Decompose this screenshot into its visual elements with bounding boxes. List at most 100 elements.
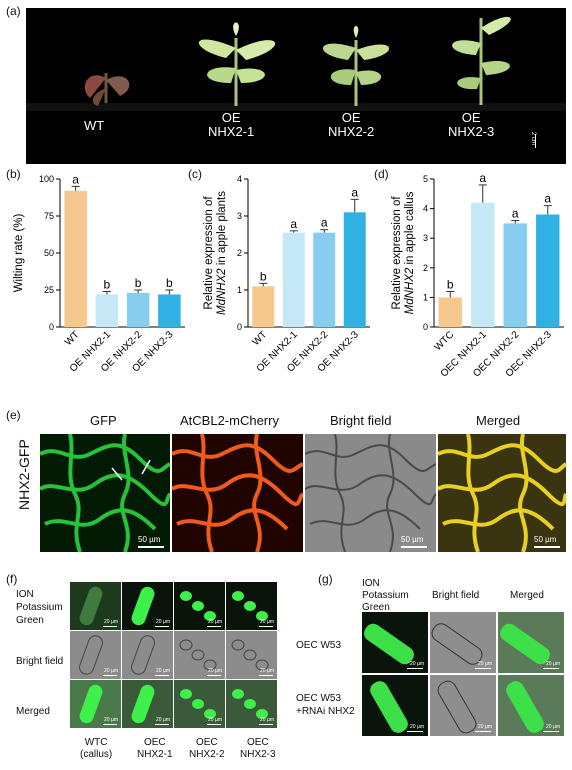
scale-bar	[475, 731, 491, 732]
y-axis-label: MdNHX2 in apple callus	[404, 191, 416, 314]
cell-shape	[179, 639, 217, 671]
panel-f-cell: 20 µm	[226, 582, 277, 630]
col-label-f-oec2: OEC NHX2-2	[189, 737, 225, 760]
scale-bar	[543, 731, 559, 732]
panel-f-cell: 20 µm	[70, 631, 121, 679]
x-tick-label: WTC	[432, 329, 456, 353]
scale-bar	[543, 668, 559, 669]
scale-label: 20 µm	[478, 724, 492, 730]
cell-shape	[131, 684, 155, 724]
scale-label-a: 2 cm	[530, 132, 536, 146]
panel-f-grid: 20 µm 20 µm 20 µm 20 µm 20 µm 20 µm 20 µm 20 µm…	[70, 582, 278, 732]
scale-bar	[207, 626, 221, 627]
bar	[282, 232, 305, 327]
cell-shape	[232, 689, 268, 719]
scale-label: 20 µm	[410, 661, 424, 667]
plant-label-wt: WT	[84, 118, 105, 133]
y-tick-label: 25	[44, 285, 54, 295]
row-label-g-rnai: OEC W53 +RNAi NHX2	[296, 693, 355, 717]
col-label-f-oec3: OEC NHX2-3	[240, 737, 276, 760]
bar	[438, 297, 462, 327]
bar	[126, 292, 150, 327]
col-header-mcherry: AtCBL2-mCherry	[180, 413, 279, 428]
row-label-f-ion: ION Potassium Green	[16, 589, 63, 626]
panel-g-cell: 20 µm	[498, 675, 564, 736]
col-label-g-merged: Merged	[510, 590, 544, 601]
scale-bar	[475, 668, 491, 669]
panel-a-photo	[26, 8, 566, 164]
panel-label-g: (g)	[318, 572, 333, 586]
cell-shape	[500, 623, 550, 665]
y-tick-label: 100	[39, 174, 54, 184]
scale-label: 20 µm	[410, 724, 424, 730]
panel-g-cell: 20 µm	[430, 612, 496, 673]
cell-shape	[180, 591, 216, 621]
scale-bar-e1	[138, 546, 164, 548]
panel-f-cell: 20 µm	[174, 631, 225, 679]
y-tick-label: 1	[423, 292, 428, 302]
scale-label: 20 µm	[546, 724, 560, 730]
panel-f-cell: 20 µm	[174, 582, 225, 630]
plant-label-oe3: OE NHX2-3	[448, 110, 495, 139]
cell-shape	[364, 623, 414, 665]
scale-bar	[103, 724, 117, 725]
bar	[158, 294, 181, 327]
y-tick-label: 1	[237, 285, 242, 295]
scale-bar	[155, 626, 169, 627]
scale-bar	[259, 626, 273, 627]
panel-f-cell: 20 µm	[226, 680, 277, 728]
scale-label: 20 µm	[260, 619, 274, 625]
scale-label: 20 µm	[156, 717, 170, 723]
cell-shape	[180, 689, 216, 719]
bar	[64, 190, 87, 327]
y-axis-label: Relative expression of	[203, 196, 215, 310]
significance-letter: a	[351, 185, 358, 199]
scale-bar	[407, 731, 423, 732]
scale-label-e3: 50 µm	[401, 535, 424, 544]
row-label-nhx2-gfp: NHX2-GFP	[16, 439, 32, 510]
image-mcherry	[172, 434, 303, 552]
panel-f-cell: 20 µm	[70, 680, 121, 728]
y-tick-label: 2	[423, 263, 428, 273]
scale-label: 20 µm	[208, 668, 222, 674]
y-tick-label: 4	[423, 204, 428, 214]
cell-shape	[370, 681, 408, 733]
scale-bar-e4	[534, 546, 560, 548]
scale-label: 20 µm	[208, 717, 222, 723]
row-label-f-bf: Bright field	[16, 656, 64, 667]
scale-label: 20 µm	[104, 668, 118, 674]
panel-g-grid: 20 µm 20 µm 20 µm 20 µm 20 µm 20 µm	[362, 612, 566, 736]
significance-letter: b	[166, 276, 173, 290]
scale-bar	[103, 675, 117, 676]
scale-label: 20 µm	[104, 717, 118, 723]
x-tick-label: WT	[63, 329, 82, 348]
scale-bar	[207, 724, 221, 725]
wt-plant	[84, 73, 130, 106]
significance-letter: a	[479, 171, 486, 185]
panel-f-cell: 20 µm	[122, 680, 173, 728]
scale-label: 20 µm	[546, 661, 560, 667]
cell-shape	[79, 635, 103, 675]
y-axis-label: MdNHX2 in apple plants	[216, 191, 228, 315]
significance-letter: b	[135, 276, 142, 290]
scale-label: 20 µm	[260, 668, 274, 674]
col-label-g-bf: Bright field	[432, 590, 480, 601]
scale-bar	[103, 626, 117, 627]
scale-label: 20 µm	[156, 668, 170, 674]
col-label-g-ion: ION Potassium Green	[362, 578, 409, 613]
x-tick-label: WT	[251, 329, 270, 348]
scale-label-e1: 50 µm	[138, 535, 161, 544]
y-tick-label: 3	[423, 233, 428, 243]
y-tick-label: 5	[423, 174, 428, 184]
significance-letter: b	[447, 277, 454, 291]
significance-letter: a	[72, 172, 79, 186]
panel-label-d: (d)	[374, 167, 389, 181]
panel-f-cell: 20 µm	[122, 582, 173, 630]
row-label-f-merged: Merged	[16, 706, 50, 717]
panel-label-f: (f)	[6, 572, 18, 586]
bar	[313, 232, 336, 327]
panel-label-b: (b)	[6, 167, 21, 181]
col-label-f-wtc: WTC (callus)	[80, 737, 113, 760]
significance-letter: b	[260, 269, 267, 283]
